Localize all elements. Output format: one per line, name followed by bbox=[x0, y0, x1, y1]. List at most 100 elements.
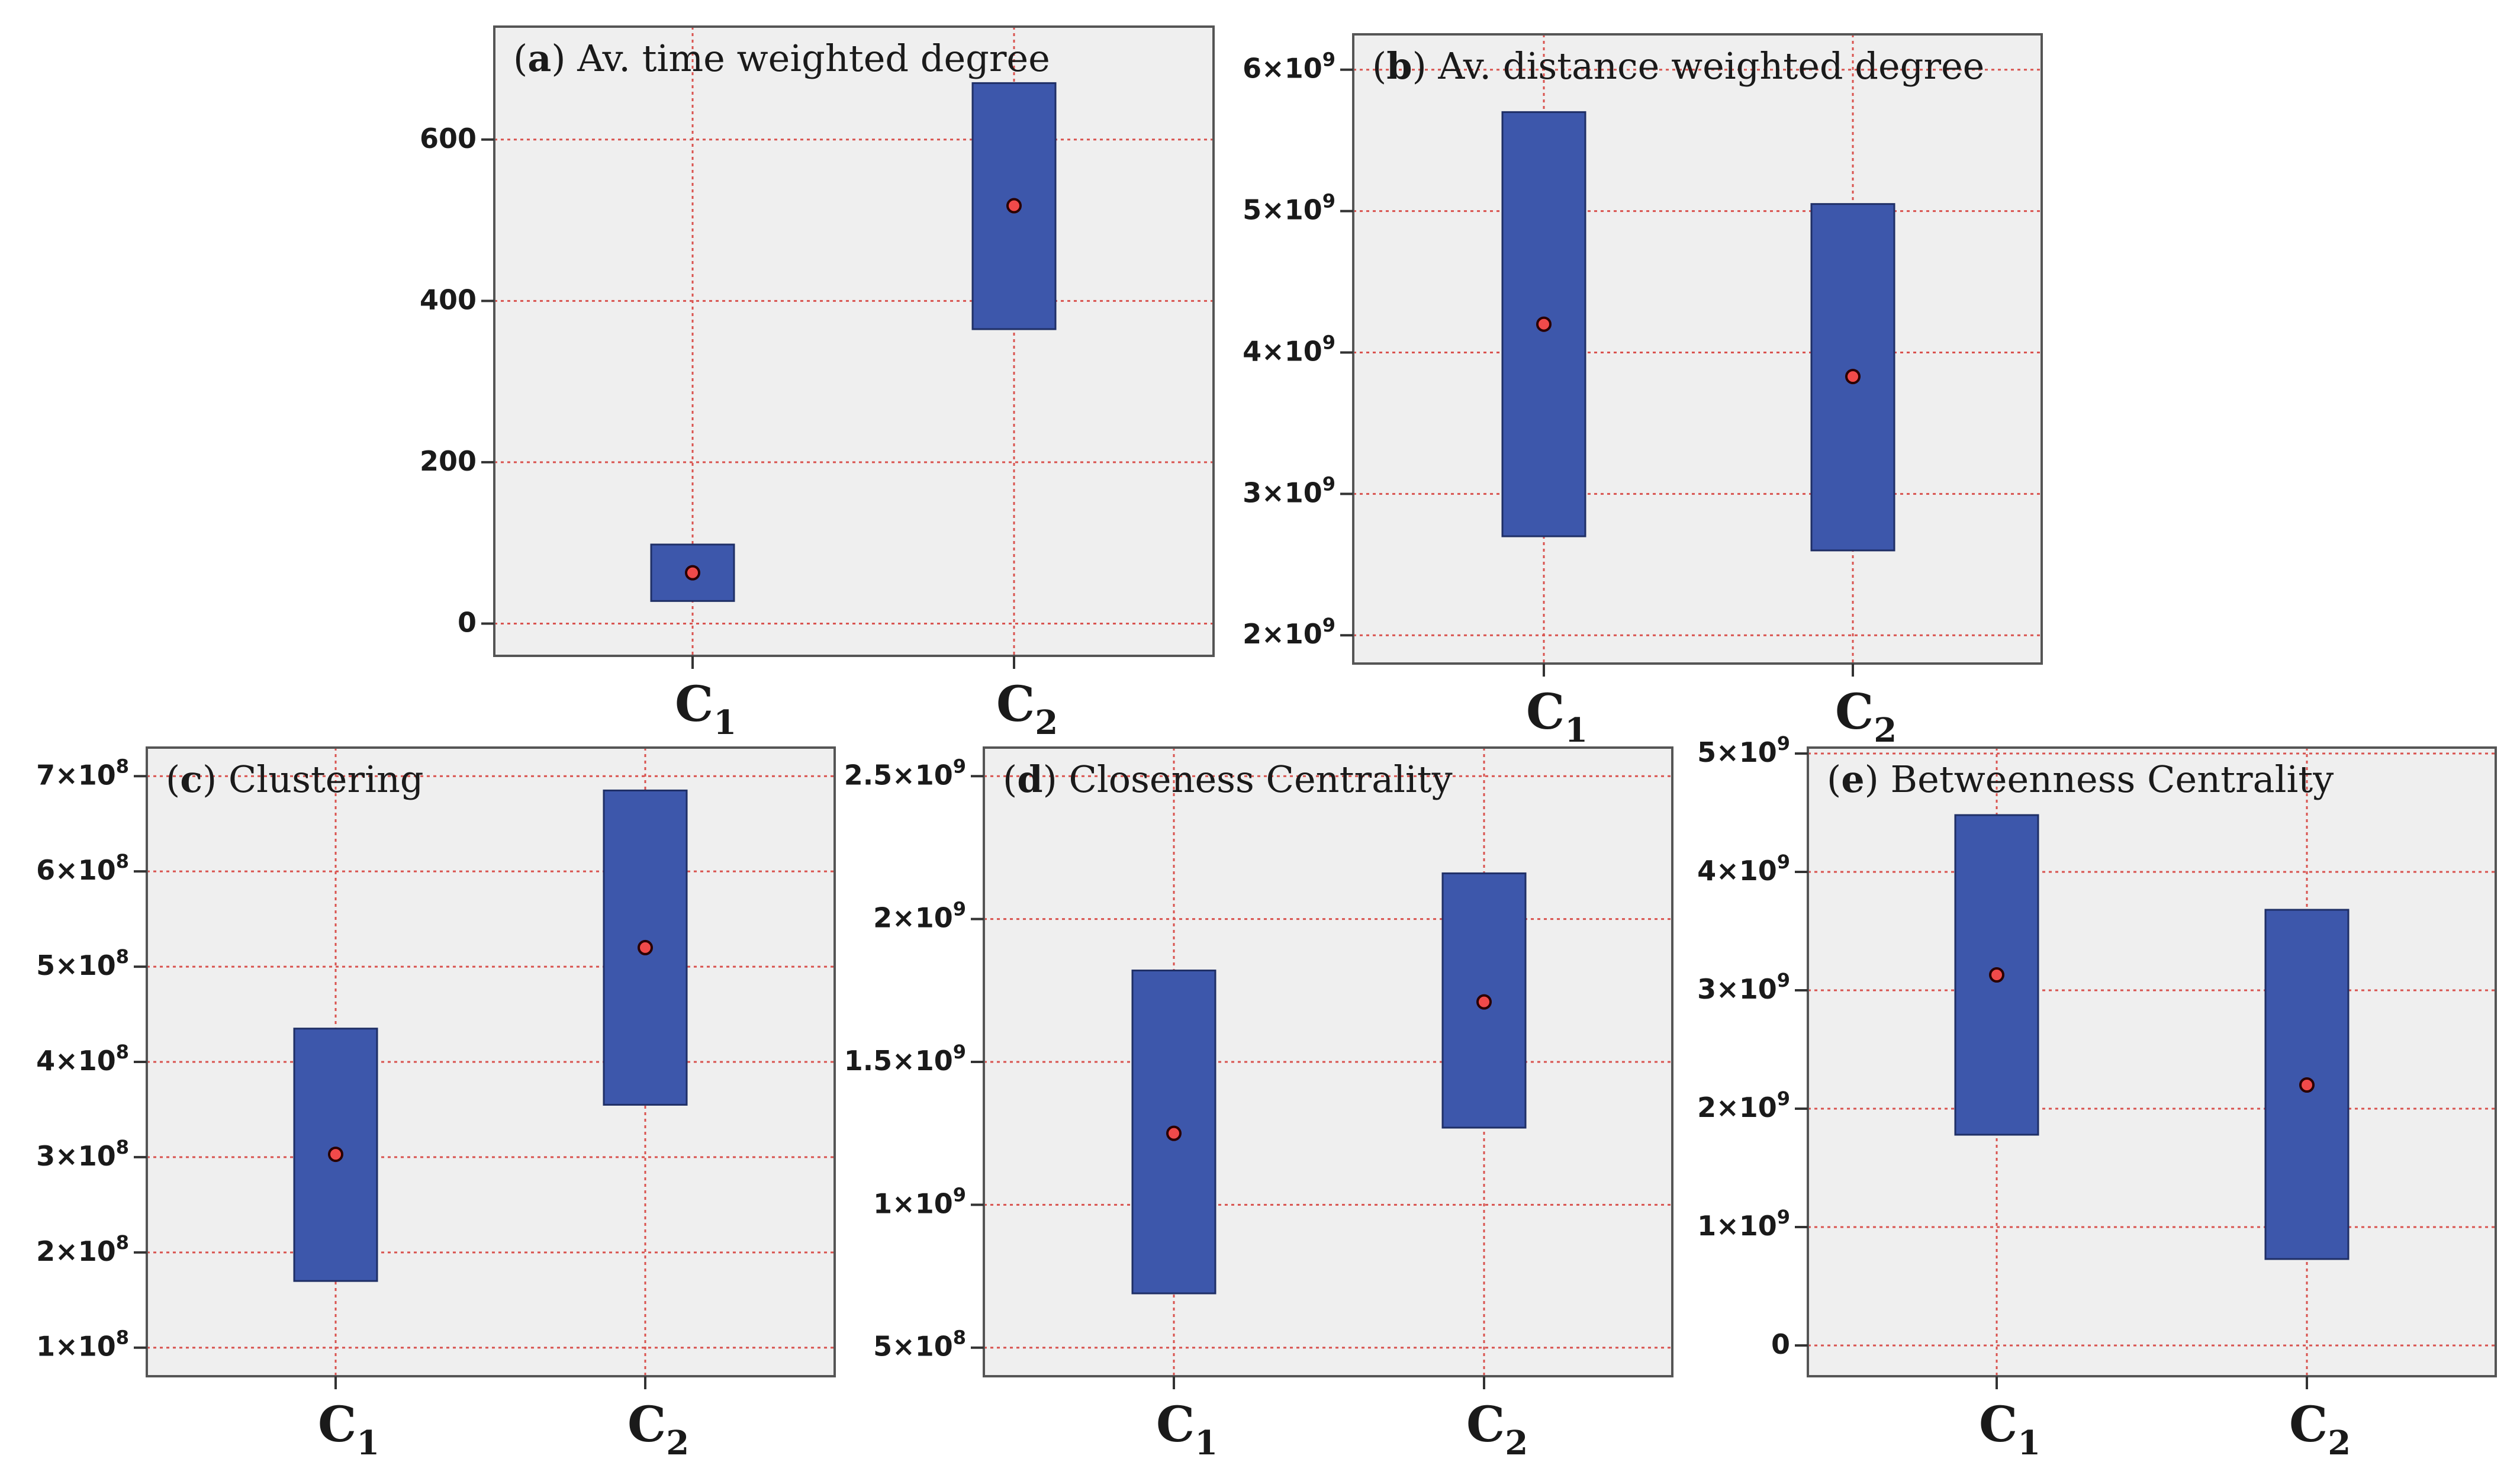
y-tick-exponent: 8 bbox=[116, 1327, 129, 1349]
panel-title-text: ) Av. distance weighted degree bbox=[1412, 44, 1985, 88]
category-subscript: 2 bbox=[1505, 1424, 1528, 1463]
y-tick-exponent: 8 bbox=[116, 755, 129, 777]
category-subscript: 1 bbox=[356, 1424, 379, 1463]
y-tick-base: 2.5×10 bbox=[844, 759, 953, 791]
y-tick-exponent: 9 bbox=[1322, 472, 1335, 495]
plot-area bbox=[494, 27, 1214, 656]
y-tick-base: 5×10 bbox=[1243, 194, 1322, 226]
category-letter: C bbox=[2289, 1396, 2328, 1453]
category-letter: C bbox=[627, 1396, 666, 1453]
y-tick-label: 4×108 bbox=[36, 1041, 129, 1077]
plot-area bbox=[1353, 34, 2042, 664]
mean-marker-c1 bbox=[685, 565, 700, 581]
panel-title: (a) Av. time weighted degree bbox=[513, 37, 1050, 80]
y-tick-label: 3×108 bbox=[36, 1136, 129, 1172]
y-tick-exponent: 8 bbox=[116, 1231, 129, 1254]
y-tick-exponent: 9 bbox=[953, 1041, 966, 1063]
panel-title: (e) Betweenness Centrality bbox=[1827, 758, 2334, 801]
mean-marker-c2 bbox=[638, 939, 653, 955]
y-tick-base: 3×10 bbox=[36, 1140, 116, 1172]
category-letter: C bbox=[996, 676, 1035, 733]
y-tick-label: 400 bbox=[420, 284, 477, 315]
y-tick-label: 2×108 bbox=[36, 1231, 129, 1267]
y-tick-exponent: 8 bbox=[116, 850, 129, 872]
y-tick-exponent: 8 bbox=[116, 1041, 129, 1063]
y-tick-exponent: 9 bbox=[1777, 851, 1790, 873]
category-label-c2: C2 bbox=[1835, 684, 1897, 750]
y-tick-base: 1×10 bbox=[36, 1331, 116, 1363]
panel-letter: e bbox=[1841, 758, 1864, 801]
category-subscript: 1 bbox=[713, 703, 736, 742]
category-label-c1: C1 bbox=[1979, 1396, 2041, 1463]
y-tick-label: 1×109 bbox=[873, 1183, 966, 1219]
range-bar-c2 bbox=[1810, 203, 1895, 552]
y-tick-label: 6×108 bbox=[36, 850, 129, 886]
mean-marker-c1 bbox=[1166, 1125, 1182, 1141]
y-tick-base: 2×10 bbox=[36, 1235, 116, 1267]
category-label-c1: C1 bbox=[1526, 684, 1588, 750]
panel-title-text: ) Av. time weighted degree bbox=[551, 37, 1050, 80]
y-tick-base: 1×10 bbox=[873, 1187, 953, 1219]
category-label-c2: C2 bbox=[2289, 1396, 2351, 1463]
category-label-c2: C2 bbox=[1466, 1396, 1528, 1463]
category-label-c1: C1 bbox=[318, 1396, 379, 1463]
y-tick-label: 2×109 bbox=[1243, 614, 1335, 650]
y-tick-base: 6×10 bbox=[36, 854, 116, 886]
category-subscript: 2 bbox=[666, 1424, 689, 1463]
category-letter: C bbox=[1835, 684, 1874, 740]
category-letter: C bbox=[1526, 684, 1565, 740]
panel-title-text: ) Clustering bbox=[202, 758, 424, 801]
y-tick-exponent: 9 bbox=[1322, 49, 1335, 71]
panel-title-text: ) Closeness Centrality bbox=[1043, 758, 1453, 801]
y-tick-exponent: 9 bbox=[953, 1183, 966, 1206]
y-tick-exponent: 9 bbox=[1322, 190, 1335, 213]
y-tick-base: 1×10 bbox=[1697, 1210, 1777, 1242]
y-tick-exponent: 8 bbox=[116, 945, 129, 968]
category-letter: C bbox=[318, 1396, 356, 1453]
panel-title: (c) Clustering bbox=[166, 758, 424, 801]
range-bar-c1 bbox=[1501, 111, 1586, 537]
panel-letter: d bbox=[1017, 758, 1042, 801]
y-tick-label: 6×109 bbox=[1243, 49, 1335, 85]
y-tick-base: 2×10 bbox=[1243, 618, 1322, 650]
y-tick-base: 4×10 bbox=[36, 1045, 116, 1077]
y-tick-label: 1×108 bbox=[36, 1327, 129, 1363]
y-tick-label: 5×108 bbox=[873, 1327, 966, 1363]
y-tick-exponent: 9 bbox=[953, 755, 966, 777]
mean-marker-c1 bbox=[1536, 316, 1552, 332]
y-tick-base: 5×10 bbox=[1697, 736, 1777, 768]
mean-marker-c1 bbox=[1989, 967, 2004, 983]
y-tick-label: 7×108 bbox=[36, 755, 129, 791]
y-tick-base: 3×10 bbox=[1697, 973, 1777, 1005]
y-tick-label: 3×109 bbox=[1243, 472, 1335, 508]
panel-title-text: ) Betweenness Centrality bbox=[1865, 758, 2334, 801]
y-tick-label: 5×109 bbox=[1243, 190, 1335, 226]
category-letter: C bbox=[1979, 1396, 2017, 1453]
y-tick-base: 5×10 bbox=[873, 1331, 953, 1363]
category-subscript: 1 bbox=[2017, 1424, 2041, 1463]
y-tick-base: 4×10 bbox=[1243, 335, 1322, 367]
panel-title: (d) Closeness Centrality bbox=[1003, 758, 1453, 801]
panel-letter: b bbox=[1386, 44, 1412, 88]
category-label-c2: C2 bbox=[627, 1396, 689, 1463]
y-tick-label: 4×109 bbox=[1243, 331, 1335, 367]
y-tick-exponent: 8 bbox=[116, 1136, 129, 1158]
panel-label: ( bbox=[166, 758, 180, 801]
mean-marker-c2 bbox=[1476, 994, 1492, 1010]
category-letter: C bbox=[1156, 1396, 1195, 1453]
y-tick-label: 600 bbox=[420, 123, 477, 154]
category-subscript: 2 bbox=[1874, 711, 1897, 750]
category-subscript: 1 bbox=[1195, 1424, 1218, 1463]
plot-frame bbox=[1807, 746, 2497, 1377]
y-tick-label: 1.5×109 bbox=[844, 1041, 966, 1077]
category-subscript: 2 bbox=[2328, 1424, 2351, 1463]
mean-marker-c2 bbox=[2299, 1077, 2315, 1093]
y-tick-base: 2×10 bbox=[873, 902, 953, 934]
y-tick-label: 5×109 bbox=[1697, 732, 1790, 768]
y-tick-label: 5×108 bbox=[36, 945, 129, 981]
y-tick-exponent: 9 bbox=[1322, 331, 1335, 353]
